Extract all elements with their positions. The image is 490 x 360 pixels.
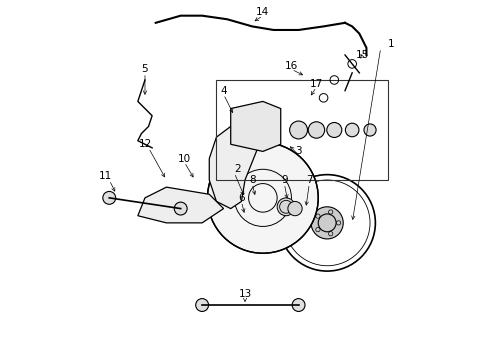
Text: 2: 2 — [235, 164, 241, 174]
Text: 12: 12 — [138, 139, 151, 149]
Text: 1: 1 — [388, 39, 395, 49]
Text: 17: 17 — [310, 78, 323, 89]
Text: 8: 8 — [249, 175, 255, 185]
Text: 10: 10 — [178, 154, 191, 163]
Text: 16: 16 — [285, 61, 298, 71]
Text: 15: 15 — [356, 50, 369, 60]
Circle shape — [196, 298, 209, 311]
Text: 4: 4 — [220, 86, 227, 96]
Text: 5: 5 — [142, 64, 148, 74]
Circle shape — [364, 124, 376, 136]
Polygon shape — [138, 187, 223, 223]
Text: 14: 14 — [256, 7, 270, 17]
Circle shape — [290, 121, 308, 139]
Circle shape — [207, 143, 318, 253]
Polygon shape — [209, 126, 259, 208]
Text: 6: 6 — [238, 193, 245, 203]
Circle shape — [308, 122, 325, 138]
Text: 9: 9 — [281, 175, 288, 185]
Circle shape — [277, 198, 295, 216]
Circle shape — [345, 123, 359, 137]
Text: 13: 13 — [238, 289, 252, 299]
Circle shape — [292, 298, 305, 311]
Text: 3: 3 — [295, 147, 302, 157]
Circle shape — [174, 202, 187, 215]
Circle shape — [103, 192, 116, 204]
Circle shape — [327, 122, 342, 138]
Text: 11: 11 — [99, 171, 112, 181]
Circle shape — [311, 207, 343, 239]
Text: 7: 7 — [306, 175, 313, 185]
Polygon shape — [231, 102, 281, 152]
Circle shape — [288, 202, 302, 216]
